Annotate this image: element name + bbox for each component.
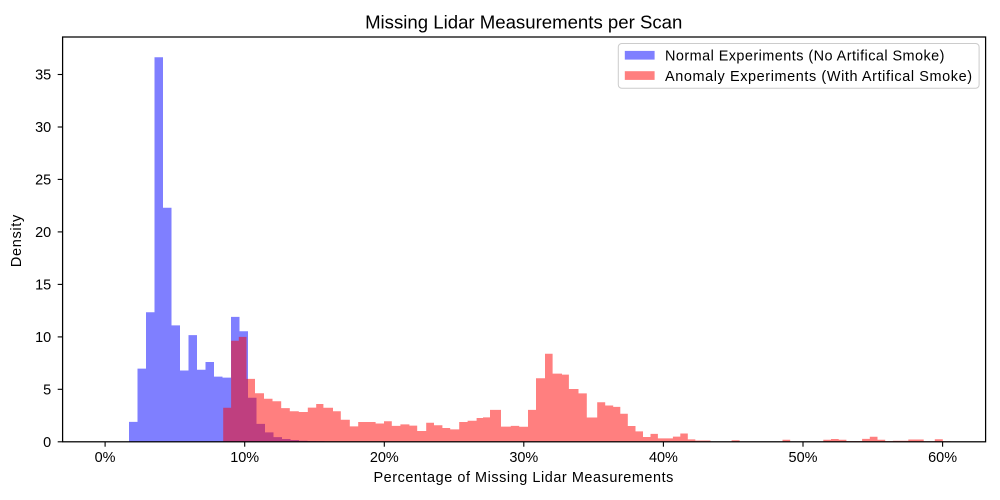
- svg-text:Missing Lidar Measurements per: Missing Lidar Measurements per Scan: [365, 12, 682, 33]
- svg-text:25: 25: [35, 172, 51, 188]
- svg-text:60%: 60%: [928, 450, 957, 466]
- svg-text:10%: 10%: [230, 450, 259, 466]
- svg-text:20%: 20%: [370, 450, 399, 466]
- svg-text:40%: 40%: [649, 450, 678, 466]
- svg-text:10: 10: [35, 330, 51, 346]
- svg-text:0%: 0%: [95, 450, 116, 466]
- svg-text:Normal Experiments (No Artific: Normal Experiments (No Artifical Smoke): [665, 49, 945, 65]
- svg-text:20: 20: [35, 225, 51, 241]
- svg-text:30: 30: [35, 120, 51, 136]
- svg-text:5: 5: [43, 382, 51, 398]
- svg-text:30%: 30%: [509, 450, 538, 466]
- svg-text:Density: Density: [9, 214, 25, 267]
- svg-text:0: 0: [43, 435, 51, 451]
- svg-text:35: 35: [35, 68, 51, 84]
- svg-text:50%: 50%: [789, 450, 818, 466]
- svg-text:15: 15: [35, 277, 51, 293]
- svg-text:Anomaly Experiments (With Arti: Anomaly Experiments (With Artifical Smok…: [665, 69, 973, 85]
- svg-text:Percentage of Missing Lidar Me: Percentage of Missing Lidar Measurements: [373, 470, 673, 486]
